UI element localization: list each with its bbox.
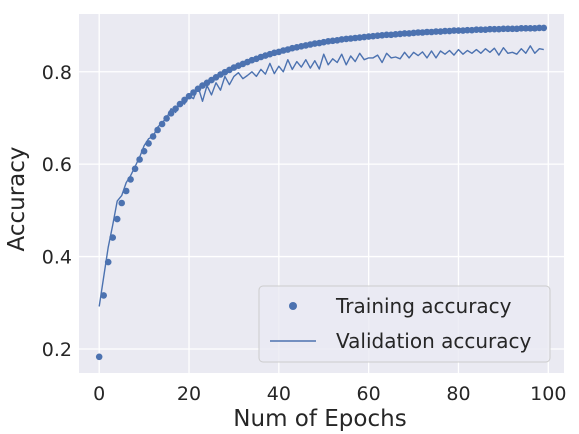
x-tick-label: 100 [530, 383, 566, 405]
legend-box [258, 285, 551, 363]
x-axis-label: Num of Epochs [233, 406, 406, 432]
training-accuracy-point [109, 234, 116, 241]
y-axis-label: Accuracy [4, 146, 30, 251]
training-series [95, 24, 548, 361]
training-accuracy-point [181, 96, 188, 104]
x-axis-ticks: 0 20 40 60 80 100 [93, 383, 566, 405]
training-accuracy-point [113, 215, 121, 223]
training-accuracy-point [127, 176, 134, 183]
training-accuracy-point [158, 120, 166, 128]
y-tick-label: 0.8 [42, 62, 72, 84]
x-tick-label: 20 [177, 383, 201, 405]
training-accuracy-point [104, 258, 112, 266]
training-accuracy-point [176, 100, 184, 108]
training-accuracy-point [122, 187, 130, 195]
training-accuracy-point [540, 24, 548, 32]
x-tick-label: 80 [446, 383, 470, 405]
legend-label-validation: Validation accuracy [336, 329, 532, 353]
training-accuracy-point [167, 110, 175, 117]
y-tick-label: 0.4 [42, 247, 72, 269]
x-tick-label: 40 [267, 383, 291, 405]
training-accuracy-point [118, 199, 125, 207]
training-accuracy-point [131, 165, 139, 173]
y-tick-label: 0.6 [42, 154, 72, 176]
training-accuracy-point [185, 92, 193, 100]
training-accuracy-point [172, 105, 179, 112]
training-accuracy-point [190, 89, 197, 96]
legend-label-training: Training accuracy [335, 294, 512, 318]
legend: Training accuracy Validation accuracy [258, 285, 551, 363]
legend-marker-training [289, 302, 297, 310]
x-tick-label: 0 [93, 383, 105, 405]
training-accuracy-point [100, 292, 107, 299]
y-tick-label: 0.2 [42, 339, 72, 361]
training-accuracy-point [95, 353, 103, 361]
training-accuracy-point [163, 115, 170, 122]
training-accuracy-point [145, 140, 152, 147]
training-accuracy-point [136, 156, 143, 163]
x-tick-label: 60 [357, 383, 381, 405]
training-accuracy-point [140, 147, 148, 155]
training-accuracy-point [154, 126, 161, 134]
y-axis-ticks: 0.2 0.4 0.6 0.8 [42, 62, 72, 361]
training-accuracy-point [149, 133, 157, 140]
